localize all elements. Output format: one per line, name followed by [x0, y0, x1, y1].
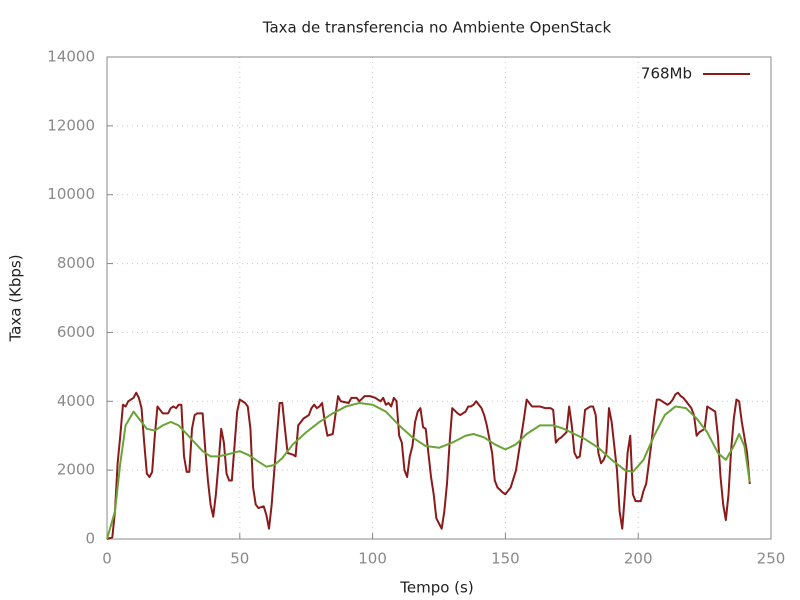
y-tick-label: 12000: [47, 116, 95, 134]
x-axis-label: Tempo (s): [399, 579, 473, 597]
y-tick-label: 10000: [47, 185, 95, 203]
x-tick-label: 100: [358, 550, 387, 568]
plot-border: [106, 56, 772, 540]
y-tick-label: 0: [85, 530, 95, 548]
y-tick-label: 2000: [57, 461, 95, 479]
data-line: [106, 391, 751, 540]
x-tick-label: 250: [757, 550, 786, 568]
x-tick-label: 150: [491, 550, 520, 568]
x-tick-label: 200: [624, 550, 653, 568]
chart-title: Taxa de transferencia no Ambiente OpenSt…: [262, 19, 612, 37]
x-tick-label: 0: [102, 550, 112, 568]
y-tick-label: 8000: [57, 254, 95, 272]
y-tick-label: 4000: [57, 392, 95, 410]
legend-label: 768Mb: [641, 65, 692, 83]
data-line: [106, 402, 751, 540]
y-tick-label: 14000: [47, 48, 95, 66]
x-tick-label: 50: [230, 550, 249, 568]
y-tick-label: 6000: [57, 323, 95, 341]
y-axis-label: Taxa (Kbps): [7, 254, 25, 342]
